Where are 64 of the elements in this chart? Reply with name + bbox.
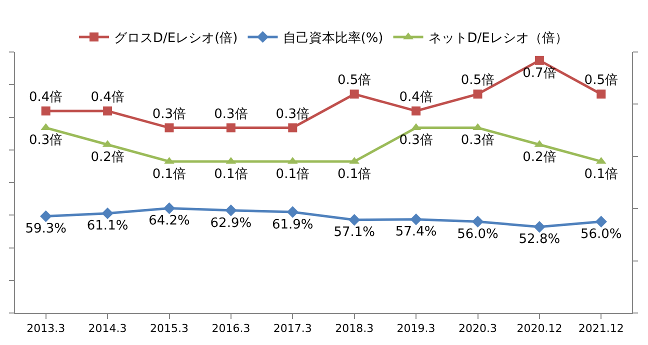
point <box>225 204 237 216</box>
point <box>40 210 52 222</box>
x-tick-label: 2021.12 <box>578 322 624 336</box>
data-label: 0.2倍 <box>522 150 556 165</box>
data-label: 0.3倍 <box>399 133 433 148</box>
data-label: 0.1倍 <box>276 166 310 182</box>
data-label: 0.3倍 <box>214 106 248 122</box>
data-label: 0.1倍 <box>214 166 248 182</box>
data-label: 62.9% <box>210 216 252 231</box>
data-label: 0.4倍 <box>29 90 63 106</box>
point <box>103 106 112 116</box>
data-label: 0.4倍 <box>90 90 124 106</box>
data-label: 56.0% <box>457 227 498 242</box>
data-label: 0.3倍 <box>276 106 310 122</box>
x-tick-label: 2017.3 <box>273 322 312 336</box>
point <box>226 123 236 132</box>
x-tick-label: 2020.12 <box>516 322 562 336</box>
data-label: 0.1倍 <box>338 166 372 182</box>
legend-label: ネットD/Eレシオ（倍） <box>428 31 568 46</box>
data-label: 0.1倍 <box>584 166 618 182</box>
data-label: 0.3倍 <box>29 133 63 148</box>
data-label: 0.3倍 <box>460 133 495 148</box>
data-label: 0.3倍 <box>152 106 186 122</box>
point <box>473 90 482 99</box>
point <box>164 123 174 132</box>
data-label: 0.4倍 <box>399 90 433 106</box>
x-tick-label: 2020.3 <box>458 322 497 336</box>
point <box>595 216 607 228</box>
point <box>164 156 174 164</box>
point <box>348 214 360 226</box>
data-label: 64.2% <box>148 214 190 229</box>
x-tick-label: 2013.3 <box>26 322 66 336</box>
point <box>410 214 422 226</box>
data-label: 56.0% <box>580 227 622 242</box>
point <box>472 216 484 228</box>
point <box>41 106 50 116</box>
point <box>163 202 176 214</box>
data-label: 0.5倍 <box>460 73 495 88</box>
point <box>596 90 606 99</box>
x-tick-label: 2016.3 <box>212 322 250 336</box>
point <box>412 106 421 116</box>
legend-label: 自己資本比率(%) <box>282 30 384 46</box>
point <box>288 123 298 132</box>
data-label: 0.5倍 <box>338 73 372 88</box>
data-label: 0.7倍 <box>522 66 556 81</box>
data-label: 59.3% <box>25 222 67 237</box>
x-tick-label: 2015.3 <box>150 322 188 336</box>
data-label: 57.4% <box>395 224 437 240</box>
data-label: 61.9% <box>272 217 314 232</box>
legend-label: グロスD/Eレシオ(倍) <box>114 31 238 46</box>
data-label: 0.5倍 <box>584 73 618 88</box>
x-tick-label: 2018.3 <box>335 322 374 336</box>
point <box>286 206 298 218</box>
data-label: 57.1% <box>334 225 376 240</box>
data-label: 52.8% <box>518 232 560 248</box>
point <box>534 56 544 65</box>
data-label: 0.2倍 <box>90 150 124 165</box>
x-tick-label: 2014.3 <box>88 322 127 336</box>
data-label: 61.1% <box>86 218 128 234</box>
data-label: 0.1倍 <box>152 166 186 182</box>
point <box>534 221 546 233</box>
x-tick-label: 2019.3 <box>396 322 436 336</box>
point <box>350 90 359 99</box>
point <box>102 207 114 220</box>
